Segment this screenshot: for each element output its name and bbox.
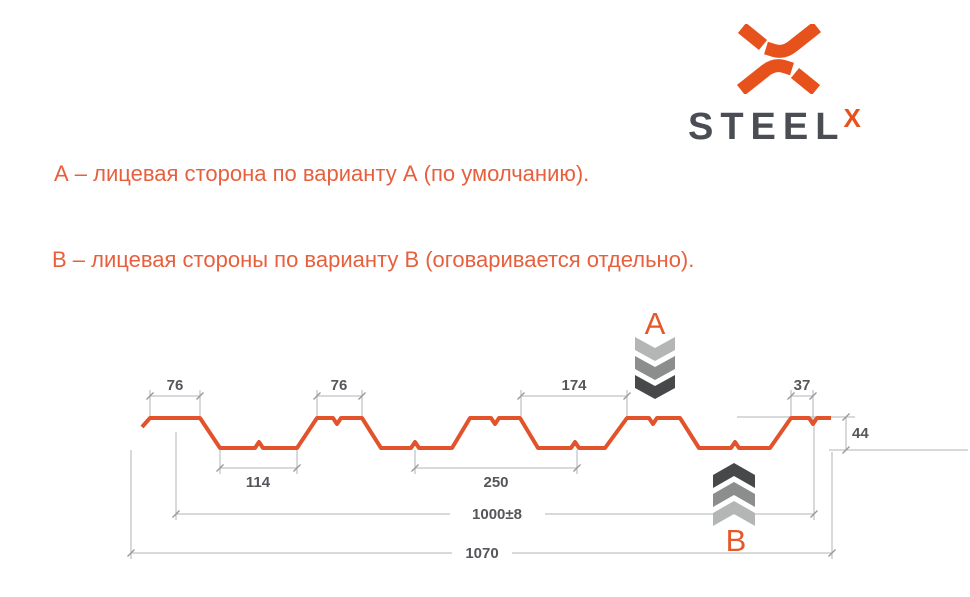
logo-stroke-bottom-left xyxy=(736,59,794,94)
chevron-a-icon xyxy=(635,337,675,399)
dim-profile-height-label: 44 xyxy=(852,425,869,442)
dim-crest-left-label: 76 xyxy=(167,377,184,394)
logo-block: STEELX xyxy=(688,22,918,149)
dim-crest-spacing xyxy=(517,390,631,416)
dim-crest-left xyxy=(146,390,204,416)
brand-text: STEEL xyxy=(688,106,846,148)
side-a-label: A xyxy=(645,306,666,341)
steelx-logo-icon xyxy=(736,24,822,94)
dim-overall-width xyxy=(127,450,836,559)
dim-valley-pitch xyxy=(411,450,581,474)
note-line-a: А – лицевая сторона по варианту А (по ум… xyxy=(54,161,590,186)
dim-working-width-label: 1000±8 xyxy=(472,506,522,523)
brand-line: STEELX xyxy=(688,103,863,149)
logo-stroke-top-right xyxy=(764,24,822,58)
dim-overall-width-label: 1070 xyxy=(465,545,498,562)
brand-mark: X xyxy=(843,103,861,133)
dim-crest-mid xyxy=(313,390,366,416)
dim-valley-width xyxy=(216,450,301,474)
dim-edge-crest-label: 37 xyxy=(794,377,811,394)
dim-valley-width-label: 114 xyxy=(246,474,271,491)
dim-edge-crest xyxy=(787,390,817,421)
dim-crest-spacing-label: 174 xyxy=(561,377,587,394)
chevron-b-icon xyxy=(713,463,755,526)
note-line-b: В – лицевая стороны по варианту В (огова… xyxy=(52,247,695,272)
profile-outline xyxy=(140,416,831,450)
dim-working-width xyxy=(172,424,818,520)
dim-crest-mid-label: 76 xyxy=(331,377,348,394)
side-b-label: B xyxy=(726,523,747,558)
logo-arm-bottom-right xyxy=(790,67,821,94)
dim-valley-pitch-label: 250 xyxy=(483,474,508,491)
logo-arm-top-left xyxy=(737,24,768,51)
